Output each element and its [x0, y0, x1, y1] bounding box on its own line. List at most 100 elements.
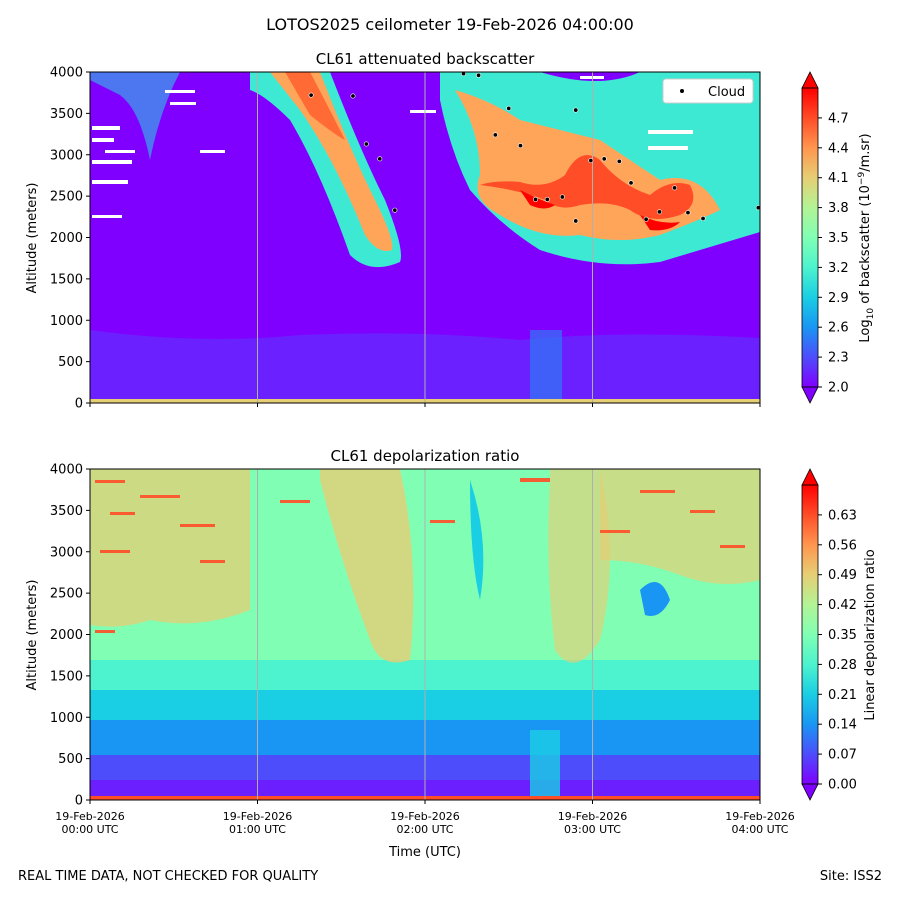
depolarization-colorbar-label: Linear depolarization ratio	[863, 549, 878, 720]
cloud-point	[628, 180, 634, 186]
depolarization-colorbar-tick-label: 0.63	[828, 508, 857, 523]
backscatter-ytick-label: 3500	[50, 107, 83, 122]
depolarization-ytick-label: 1000	[50, 711, 83, 726]
site-label: Site: ISS2	[819, 869, 882, 884]
cloud-point	[517, 143, 523, 149]
backscatter-colorbar-tick-label: 3.2	[828, 261, 849, 276]
depolarization-colorbar-tick-label: 0.28	[828, 658, 857, 673]
backscatter-colorbar-ticks: 2.0 2.3 2.6 2.9 3.2 3.5 3.8 4.1 4.4 4.7	[818, 111, 849, 396]
depolarization-ytick-label: 3000	[50, 545, 83, 560]
depolarization-ytick-label: 1500	[50, 669, 83, 684]
cloud-legend: Cloud	[662, 78, 754, 104]
depolarization-colorbar-tick-label: 0.00	[828, 778, 857, 793]
backscatter-ytick-label: 1500	[50, 272, 83, 287]
depolarization-xtick-label: 00:00 UTC	[61, 823, 118, 836]
depolarization-xtick-label: 02:00 UTC	[396, 823, 453, 836]
depolarization-xtick-label: 19-Feb-2026	[558, 810, 627, 823]
backscatter-ytick-label: 1000	[50, 314, 83, 329]
backscatter-colorbar-tick-label: 2.6	[828, 321, 849, 336]
depolarization-panel: CL61 depolarization ratio	[25, 447, 878, 860]
depolarization-ytick-label: 2500	[50, 587, 83, 602]
backscatter-grid	[257, 72, 593, 403]
backscatter-y-axis: 0 500 1000 1500 2000 2500 3000 3500 4000	[50, 66, 90, 412]
cloud-point	[588, 158, 594, 164]
depolarization-xtick-label: 03:00 UTC	[564, 823, 621, 836]
backscatter-x-axis	[89, 403, 761, 407]
depolarization-xtick-label: 19-Feb-2026	[725, 810, 794, 823]
cloud-point	[700, 215, 706, 221]
backscatter-colorbar-tick-label: 3.5	[828, 231, 849, 246]
backscatter-colorbar: 2.0 2.3 2.6 2.9 3.2 3.5 3.8 4.1 4.4 4.7 Log10 of …	[801, 71, 876, 404]
cloud-point	[601, 156, 607, 162]
cloud-point	[461, 71, 467, 77]
backscatter-colorbar-tick-label: 2.0	[828, 381, 849, 396]
cloud-point	[350, 93, 356, 99]
quality-disclaimer: REAL TIME DATA, NOT CHECKED FOR QUALITY	[18, 869, 319, 884]
depolarization-xtick-label: 19-Feb-2026	[55, 810, 124, 823]
depolarization-y-axis: 0 500 1000 1500 2000 2500 3000 3500 4000	[50, 463, 90, 809]
cloud-point	[533, 196, 539, 202]
backscatter-ylabel: Altitude (meters)	[25, 183, 40, 294]
backscatter-colorbar-tick-label: 3.8	[828, 201, 849, 216]
cloud-point	[308, 92, 314, 98]
depolarization-xtick-label: 01:00 UTC	[229, 823, 286, 836]
backscatter-colorbar-tick-label: 4.7	[828, 111, 849, 126]
depolarization-ytick-label: 500	[58, 752, 83, 767]
cloud-legend-marker	[680, 89, 684, 93]
depolarization-grid	[257, 469, 593, 800]
backscatter-colorbar-tick-label: 4.1	[828, 171, 849, 186]
figure-suptitle: LOTOS2025 ceilometer 19-Feb-2026 04:00:0…	[266, 15, 634, 34]
backscatter-colorbar-tick-label: 2.3	[828, 351, 849, 366]
backscatter-ytick-label: 500	[58, 355, 83, 370]
cloud-point	[559, 194, 565, 200]
backscatter-colorbar-label: Log10 of backscatter (10−9/m.sr)	[857, 133, 876, 342]
cloud-point	[377, 156, 383, 162]
cloud-legend-label: Cloud	[708, 85, 745, 100]
depolarization-xtick-label: 19-Feb-2026	[390, 810, 459, 823]
cloud-point	[755, 205, 761, 211]
cloud-points	[308, 71, 761, 224]
backscatter-colorbar-tick-label: 2.9	[828, 291, 849, 306]
cloud-point	[573, 107, 579, 113]
cloud-point	[544, 196, 550, 202]
cloud-point	[685, 210, 691, 216]
cloud-point	[363, 141, 369, 147]
depolarization-colorbar-tick-label: 0.35	[828, 628, 857, 643]
cloud-point	[392, 207, 398, 213]
cloud-point	[492, 132, 498, 138]
cloud-point	[476, 72, 482, 78]
depolarization-xtick-label: 04:00 UTC	[731, 823, 788, 836]
depolarization-ytick-label: 4000	[50, 463, 83, 478]
cloud-point	[616, 158, 622, 164]
cloud-point	[656, 209, 662, 215]
cloud-point	[643, 216, 649, 222]
depolarization-xlabel: Time (UTC)	[388, 845, 461, 860]
backscatter-ytick-label: 0	[75, 397, 83, 412]
depolarization-ytick-label: 0	[75, 794, 83, 809]
backscatter-colorbar-tick-label: 4.4	[828, 141, 849, 156]
backscatter-panel: CL61 attenuated backscatter	[25, 50, 876, 412]
depolarization-ytick-label: 2000	[50, 628, 83, 643]
depolarization-colorbar-tick-label: 0.14	[828, 718, 857, 733]
depolarization-colorbar-tick-label: 0.21	[828, 688, 857, 703]
depolarization-colorbar-tick-label: 0.07	[828, 748, 857, 763]
depolarization-ylabel: Altitude (meters)	[25, 580, 40, 691]
cloud-point	[573, 218, 579, 224]
backscatter-ytick-label: 2500	[50, 190, 83, 205]
depolarization-ytick-label: 3500	[50, 504, 83, 519]
cloud-point	[672, 185, 678, 191]
backscatter-ytick-label: 2000	[50, 231, 83, 246]
cloud-point	[506, 105, 512, 111]
depolarization-title: CL61 depolarization ratio	[331, 447, 520, 465]
depolarization-colorbar-tick-label: 0.56	[828, 538, 857, 553]
backscatter-ytick-label: 3000	[50, 148, 83, 163]
backscatter-title: CL61 attenuated backscatter	[316, 50, 535, 68]
depolarization-colorbar: 0.00 0.07 0.14 0.21 0.28 0.35 0.42 0.49 0.56 0.63…	[801, 468, 878, 801]
depolarization-colorbar-ticks: 0.00 0.07 0.14 0.21 0.28 0.35 0.42 0.49 0.56 0.63	[818, 508, 857, 793]
backscatter-ytick-label: 4000	[50, 66, 83, 81]
depolarization-colorbar-tick-label: 0.42	[828, 598, 857, 613]
depolarization-colorbar-tick-label: 0.49	[828, 568, 857, 583]
depolarization-xtick-label: 19-Feb-2026	[223, 810, 292, 823]
